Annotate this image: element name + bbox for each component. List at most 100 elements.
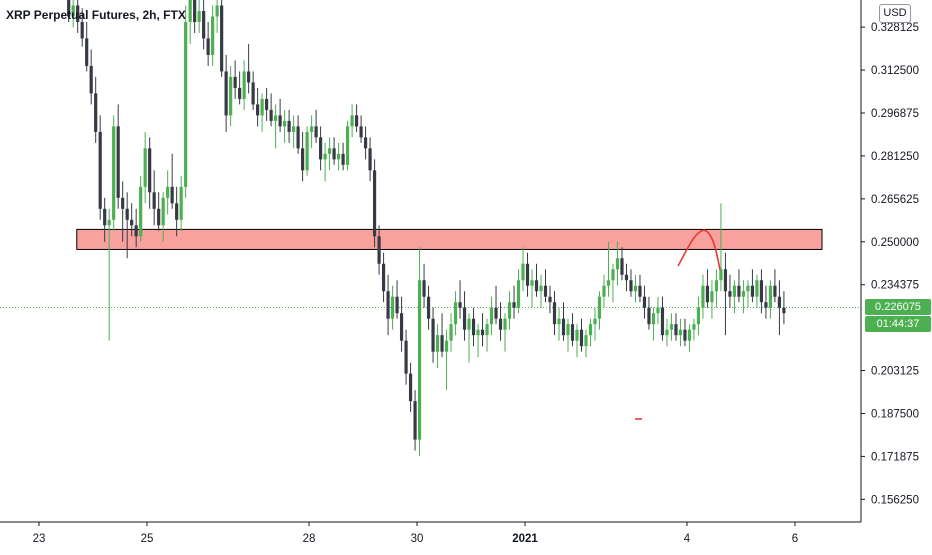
- candle: [705, 269, 710, 308]
- candle: [485, 318, 489, 352]
- candle: [656, 296, 660, 325]
- candle-body: [157, 208, 161, 226]
- candle: [467, 313, 471, 363]
- candle-body: [458, 302, 462, 308]
- candle: [238, 71, 242, 105]
- candle: [723, 252, 728, 336]
- candle-body: [737, 285, 741, 297]
- candle: [161, 192, 165, 242]
- candle: [638, 274, 642, 303]
- candle: [336, 142, 341, 171]
- candle-body: [746, 285, 750, 292]
- candle-body: [696, 307, 701, 325]
- candle-body: [584, 335, 588, 347]
- candle-body: [247, 71, 251, 83]
- candle-body: [256, 104, 260, 116]
- candle: [674, 313, 678, 341]
- candle-body: [408, 373, 413, 402]
- candle: [341, 142, 345, 171]
- candle: [516, 269, 521, 314]
- candle-body: [314, 126, 318, 138]
- candle: [103, 197, 107, 242]
- y-tick-label: 0.203125: [871, 366, 919, 378]
- candle: [269, 93, 273, 127]
- candle: [764, 285, 768, 319]
- candle: [390, 285, 395, 330]
- bar-countdown-label: 01:44:37: [865, 316, 931, 332]
- candle: [386, 274, 390, 336]
- candle: [301, 131, 305, 182]
- candle: [647, 296, 651, 330]
- candle-body: [534, 280, 539, 292]
- candle-body: [242, 71, 246, 99]
- candle: [327, 137, 332, 171]
- candle: [570, 313, 575, 347]
- candle: [283, 109, 287, 143]
- candle: [737, 269, 741, 303]
- candle-body: [512, 302, 516, 308]
- candle: [732, 280, 737, 314]
- candle-body: [327, 148, 332, 154]
- candle-body: [238, 87, 242, 99]
- candle-body: [624, 274, 629, 281]
- candle-body: [390, 296, 395, 319]
- candle: [489, 296, 494, 336]
- candle-body: [134, 225, 138, 237]
- candle: [220, 0, 224, 77]
- candle: [296, 115, 300, 154]
- candle: [602, 274, 606, 308]
- candle-body: [296, 126, 300, 149]
- candle: [426, 285, 431, 330]
- candle: [372, 159, 377, 248]
- y-tick-label: 0.265625: [871, 194, 919, 206]
- candle: [310, 115, 314, 149]
- candle-body: [283, 120, 287, 127]
- candle: [89, 49, 93, 105]
- candle: [323, 142, 327, 182]
- candle: [116, 104, 120, 209]
- currency-button[interactable]: USD: [879, 4, 911, 23]
- candle-body: [759, 280, 764, 303]
- candle-body: [67, 0, 71, 17]
- candle: [292, 115, 296, 149]
- candle: [728, 274, 732, 308]
- candle: [197, 0, 201, 33]
- candle-body: [530, 280, 534, 286]
- candle-body: [647, 307, 651, 325]
- candle: [768, 280, 773, 319]
- candle: [125, 192, 129, 259]
- candle: [193, 0, 197, 33]
- candle-body: [404, 340, 408, 374]
- candle-body: [692, 324, 696, 330]
- candle: [363, 126, 368, 160]
- candle-body: [714, 280, 719, 292]
- candle-body: [732, 285, 737, 297]
- candle-body: [287, 120, 291, 132]
- candle-body: [507, 302, 512, 319]
- candle: [211, 5, 215, 66]
- candle-body: [345, 126, 350, 165]
- candle-body: [341, 153, 345, 165]
- candle-body: [543, 285, 548, 297]
- candle-body: [566, 324, 570, 336]
- candle: [543, 269, 548, 303]
- candle: [188, 0, 192, 44]
- y-tick-label: 0.296875: [871, 108, 919, 120]
- candle-body: [705, 285, 710, 303]
- candle-body: [503, 318, 507, 330]
- candle: [557, 307, 561, 341]
- candle-body: [116, 126, 120, 198]
- candle-body: [611, 269, 615, 281]
- candle-body: [453, 302, 458, 325]
- candle-body: [552, 302, 557, 325]
- candle-body: [431, 318, 435, 352]
- candle: [318, 126, 323, 171]
- y-tick-label: 0.312500: [871, 65, 919, 77]
- candle: [476, 324, 480, 358]
- candle-body: [588, 324, 593, 336]
- candle-body: [728, 291, 732, 297]
- x-tick-label: 6: [792, 533, 798, 545]
- candle: [170, 153, 174, 209]
- candle-body: [269, 109, 273, 121]
